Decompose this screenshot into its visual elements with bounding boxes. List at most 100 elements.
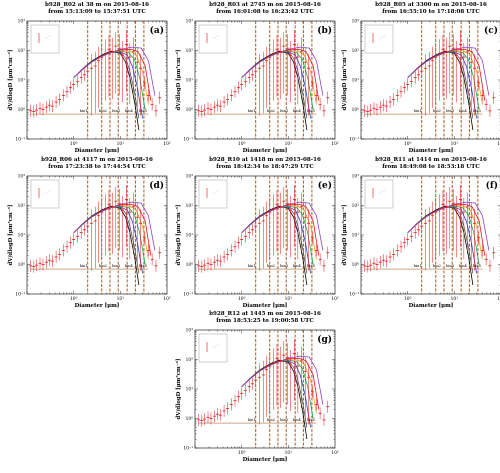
y-axis-label: dV/dlogD [μm³cm⁻³] [175,50,182,111]
bin-label: bin3 [280,109,289,113]
x-tick-label: 10¹ [117,296,125,302]
y-tick-label: 10¹ [18,78,26,84]
x-tick-label: 10¹ [117,141,125,147]
y-tick-label: 10² [186,203,194,209]
bin-label: bin3 [112,264,121,268]
x-axis-label: Diameter [μm] [75,303,120,309]
bin-label: bin1 [414,264,422,268]
y-tick-label: 10² [18,203,26,209]
x-tick-label: 10² [497,296,500,302]
y-tick-label: 10⁻¹ [183,292,193,298]
y-axis-label: dV/dlogD [μm³cm⁻³] [341,50,348,111]
panel-label: (f) [486,180,498,191]
inset-mark [378,189,386,195]
y-tick-label: 10¹ [18,233,26,239]
y-tick-label: 10² [352,48,360,54]
x-tick-label: 10¹ [285,450,293,456]
y-tick-label: 10³ [186,19,194,25]
x-tick-label: 10⁰ [238,141,246,147]
panel-subtitle: from 17:23:38 to 17:44:54 UTC [48,164,146,170]
panel-title: b928_R11 at 1414 m on 2015-08-16 [375,157,487,163]
bin-label: bin4 [293,264,302,268]
y-tick-label: 10⁰ [18,262,26,268]
x-axis-label: Diameter [μm] [409,303,454,309]
bin-label: bin3 [112,109,121,113]
x-tick-label: 10² [163,141,171,147]
bin-label: bin5 [139,264,148,268]
y-tick-label: 10¹ [352,78,360,84]
y-tick-label: 10² [352,203,360,209]
bin-label: bin2 [99,264,107,268]
bin-label: bin3 [280,264,289,268]
inset-mark [44,34,52,40]
y-tick-label: 10³ [186,328,194,334]
x-tick-label: 10⁰ [70,296,78,302]
y-tick-label: 10¹ [186,78,194,84]
x-axis-label: Diameter [μm] [243,303,288,309]
x-tick-label: 10¹ [285,296,293,302]
x-tick-label: 10⁰ [70,141,78,147]
y-tick-label: 10⁻¹ [349,292,359,298]
bin-label: bin2 [267,109,275,113]
bin-label: bin2 [267,264,275,268]
x-tick-label: 10² [331,450,339,456]
y-tick-label: 10³ [18,19,26,25]
panel-label: (c) [484,25,498,36]
bin-label: bin2 [99,109,107,113]
panel-subtitle: from 15:13:09 to 15:37:51 UTC [48,9,146,15]
y-tick-label: 10⁰ [186,107,194,113]
panel-title: b928_R10 at 1418 m on 2015-08-16 [209,157,321,163]
inset-mark [212,343,220,349]
y-tick-label: 10¹ [186,387,194,393]
panel-subtitle: from 16:55:10 to 17:18:08 UTC [382,9,480,15]
y-tick-label: 10⁻¹ [15,292,25,298]
y-tick-label: 10⁰ [352,107,360,113]
inset-mark [212,34,220,40]
bin-label: bin2 [433,264,441,268]
bin-label: bin5 [307,264,316,268]
y-tick-label: 10³ [352,174,360,180]
panel-subtitle: from 18:53:25 to 19:00:58 UTC [216,318,314,324]
x-tick-label: 10⁰ [404,141,412,147]
x-axis-label: Diameter [μm] [243,457,288,463]
x-tick-label: 10² [331,296,339,302]
bin-label: bin1 [248,264,256,268]
y-tick-label: 10² [186,48,194,54]
panel-title: b928_R03 at 2745 m on 2015-08-16 [209,2,321,8]
x-tick-label: 10⁰ [404,296,412,302]
panel-label: (a) [150,25,164,36]
x-tick-label: 10² [163,296,171,302]
y-tick-label: 10⁰ [186,262,194,268]
bin-label: bin3 [446,264,455,268]
bin-label: bin5 [307,109,316,113]
bin-label: bin4 [459,264,468,268]
x-tick-label: 10⁰ [238,450,246,456]
panel-title: b928_R02 at 38 m on 2015-08-16 [45,2,149,8]
bin-label: bin1 [248,109,256,113]
y-axis-label: dV/dlogD [μm³cm⁻³] [7,50,14,111]
panel-label: (e) [318,180,332,191]
y-axis-label: dV/dlogD [μm³cm⁻³] [341,205,348,266]
bin-label: bin1 [414,109,422,113]
x-tick-label: 10⁰ [238,296,246,302]
y-tick-label: 10⁻¹ [183,446,193,452]
y-tick-label: 10² [186,357,194,363]
x-tick-label: 10¹ [285,141,293,147]
bin-label: bin2 [267,418,275,422]
x-axis-label: Diameter [μm] [243,148,288,154]
bin-label: bin5 [139,109,148,113]
inset-mark [378,34,386,40]
y-axis-label: dV/dlogD [μm³cm⁻³] [175,205,182,266]
panel-subtitle: from 18:49:08 to 18:53:18 UTC [382,164,480,170]
bin-label: bin1 [80,264,88,268]
y-axis-label: dV/dlogD [μm³cm⁻³] [175,359,182,420]
bin-label: bin5 [473,264,482,268]
bin-label: bin1 [80,109,88,113]
bin-label: bin1 [248,418,256,422]
